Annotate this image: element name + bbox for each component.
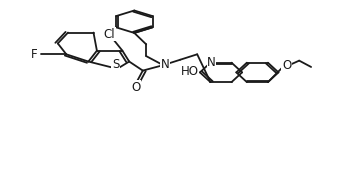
Text: N: N [160, 58, 169, 71]
Text: HO: HO [181, 65, 199, 78]
Text: O: O [131, 81, 141, 94]
Text: F: F [31, 48, 38, 61]
Text: O: O [282, 59, 291, 72]
Text: Cl: Cl [104, 28, 115, 41]
Text: S: S [112, 58, 119, 71]
Text: N: N [207, 56, 216, 69]
